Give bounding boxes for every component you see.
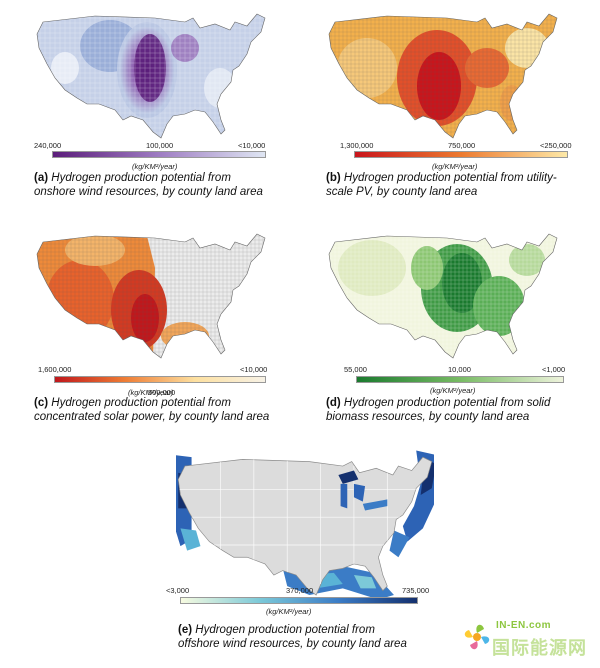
caption-label-b: (b): [326, 172, 341, 184]
scale-mid-b: 750,000: [448, 141, 476, 150]
scale-left-a: 240,000: [34, 141, 62, 150]
colorbar-offshore-wind: [180, 597, 418, 604]
caption-line2-d: biomass resources, by county land area: [326, 410, 530, 423]
caption-label-a: (a): [34, 172, 49, 184]
units-a: (kg/KM²/year): [132, 162, 178, 171]
caption-line1-d: Hydrogen production potential from solid: [343, 397, 551, 409]
caption-line1-c: Hydrogen production potential from: [51, 397, 231, 409]
scale-right-a: <10,000: [238, 141, 266, 150]
units-e: (kg/KM²/year): [266, 607, 312, 616]
caption-line1-a: Hydrogen production potential from: [51, 172, 231, 184]
scale-left-d: 55,000: [344, 365, 367, 374]
pinwheel-icon: [464, 624, 490, 650]
scale-left-c: 1,600,000: [38, 365, 72, 374]
caption-line2-b: scale PV, by county land area: [326, 185, 478, 198]
colorbar-onshore-wind: [52, 151, 266, 158]
scale-left-e: <3,000: [166, 586, 190, 595]
caption-e: (e) Hydrogen production potential from o…: [178, 624, 450, 651]
map-csp: [36, 233, 266, 359]
caption-label-c: (c): [34, 397, 49, 409]
scale-left-b: 1,300,000: [340, 141, 374, 150]
caption-line1-e: Hydrogen production potential from: [195, 624, 375, 636]
map-offshore-wind: [176, 450, 434, 600]
watermark-logo: IN-EN.com 国际能源网: [462, 610, 592, 662]
units-b: (kg/KM²/year): [432, 162, 478, 171]
caption-d: (d) Hydrogen production potential from s…: [326, 397, 592, 424]
map-onshore-wind: [36, 13, 266, 139]
map-utility-pv: [328, 13, 558, 139]
colorbar-utility-pv: [354, 151, 568, 158]
watermark-name: 国际能源网: [492, 638, 587, 658]
caption-label-e: (e): [178, 624, 193, 636]
caption-line2-c: concentrated solar power, by county land…: [34, 410, 270, 423]
units-c: (kg/KM²/year): [128, 388, 174, 397]
scale-mid-d: 10,000: [448, 365, 471, 374]
scale-right-b: <250,000: [540, 141, 572, 150]
caption-b: (b) Hydrogen production potential from u…: [326, 172, 592, 199]
scale-mid-a: 100,000: [146, 141, 174, 150]
scale-right-c: <10,000: [240, 365, 268, 374]
scale-right-e: 735,000: [402, 586, 430, 595]
map-biomass: [328, 233, 558, 359]
scale-mid-c: 500,000: [148, 388, 176, 397]
caption-a: (a) Hydrogen production potential from o…: [34, 172, 294, 199]
caption-label-d: (d): [326, 397, 341, 409]
units-d: (kg/KM²/year): [430, 386, 476, 395]
scale-right-d: <1,000: [542, 365, 566, 374]
colorbar-csp: [54, 376, 266, 383]
colorbar-biomass: [356, 376, 564, 383]
scale-mid-e: 370,000: [286, 586, 314, 595]
caption-c: (c) Hydrogen production potential from c…: [34, 397, 302, 424]
great-lakes: [338, 470, 388, 511]
watermark-domain: IN-EN.com: [496, 620, 552, 631]
caption-line2-a: onshore wind resources, by county land a…: [34, 185, 263, 198]
caption-line2-e: offshore wind resources, by county land …: [178, 637, 407, 650]
caption-line1-b: Hydrogen production potential from utili…: [343, 172, 557, 184]
